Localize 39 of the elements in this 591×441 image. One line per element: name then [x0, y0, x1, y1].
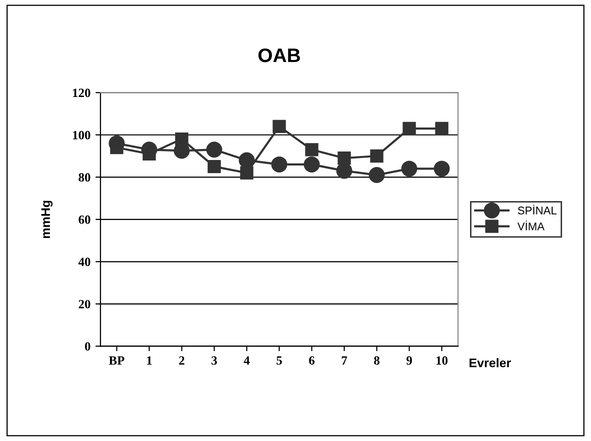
x-tick-label: 8 — [374, 356, 380, 365]
x-tick-label: 10 — [436, 356, 448, 365]
x-tick-label: 9 — [406, 356, 412, 365]
y-tick-label: 80 — [78, 173, 90, 182]
point — [240, 166, 254, 180]
point — [208, 160, 221, 174]
x-tick-label: 1 — [147, 356, 152, 365]
point — [434, 160, 450, 177]
point — [370, 149, 384, 163]
y-axis-title: mmHg — [41, 200, 53, 238]
x-tick-label: 5 — [276, 356, 282, 365]
x-tick-label: BP — [108, 356, 124, 365]
y-tick-label: 60 — [78, 215, 90, 224]
x-tick-label: 4 — [244, 356, 250, 365]
point — [272, 120, 286, 134]
point — [401, 160, 418, 177]
point — [338, 152, 351, 165]
x-tick-label: 2 — [179, 356, 184, 365]
y-tick-label: 20 — [78, 300, 90, 308]
y-tick-label: 120 — [73, 88, 90, 98]
point — [336, 162, 352, 179]
point — [402, 122, 416, 136]
y-tick-label: 0 — [84, 342, 90, 351]
chart-title: OAB — [258, 48, 300, 62]
x-tick-label: 7 — [342, 356, 348, 365]
point — [305, 143, 318, 156]
point — [175, 132, 188, 146]
x-tick-label: 3 — [212, 356, 217, 365]
point — [271, 156, 288, 172]
y-tick-label: 40 — [78, 258, 90, 266]
y-tick-label: 100 — [73, 130, 90, 140]
point — [206, 142, 222, 158]
legend-label: SPİNAL — [518, 204, 557, 214]
point — [368, 167, 385, 184]
x-tick-label: 6 — [309, 356, 315, 365]
point — [304, 156, 320, 172]
x-axis-title: Evreler — [470, 358, 511, 368]
legend-label: VİMA — [517, 220, 545, 230]
point — [435, 122, 448, 136]
